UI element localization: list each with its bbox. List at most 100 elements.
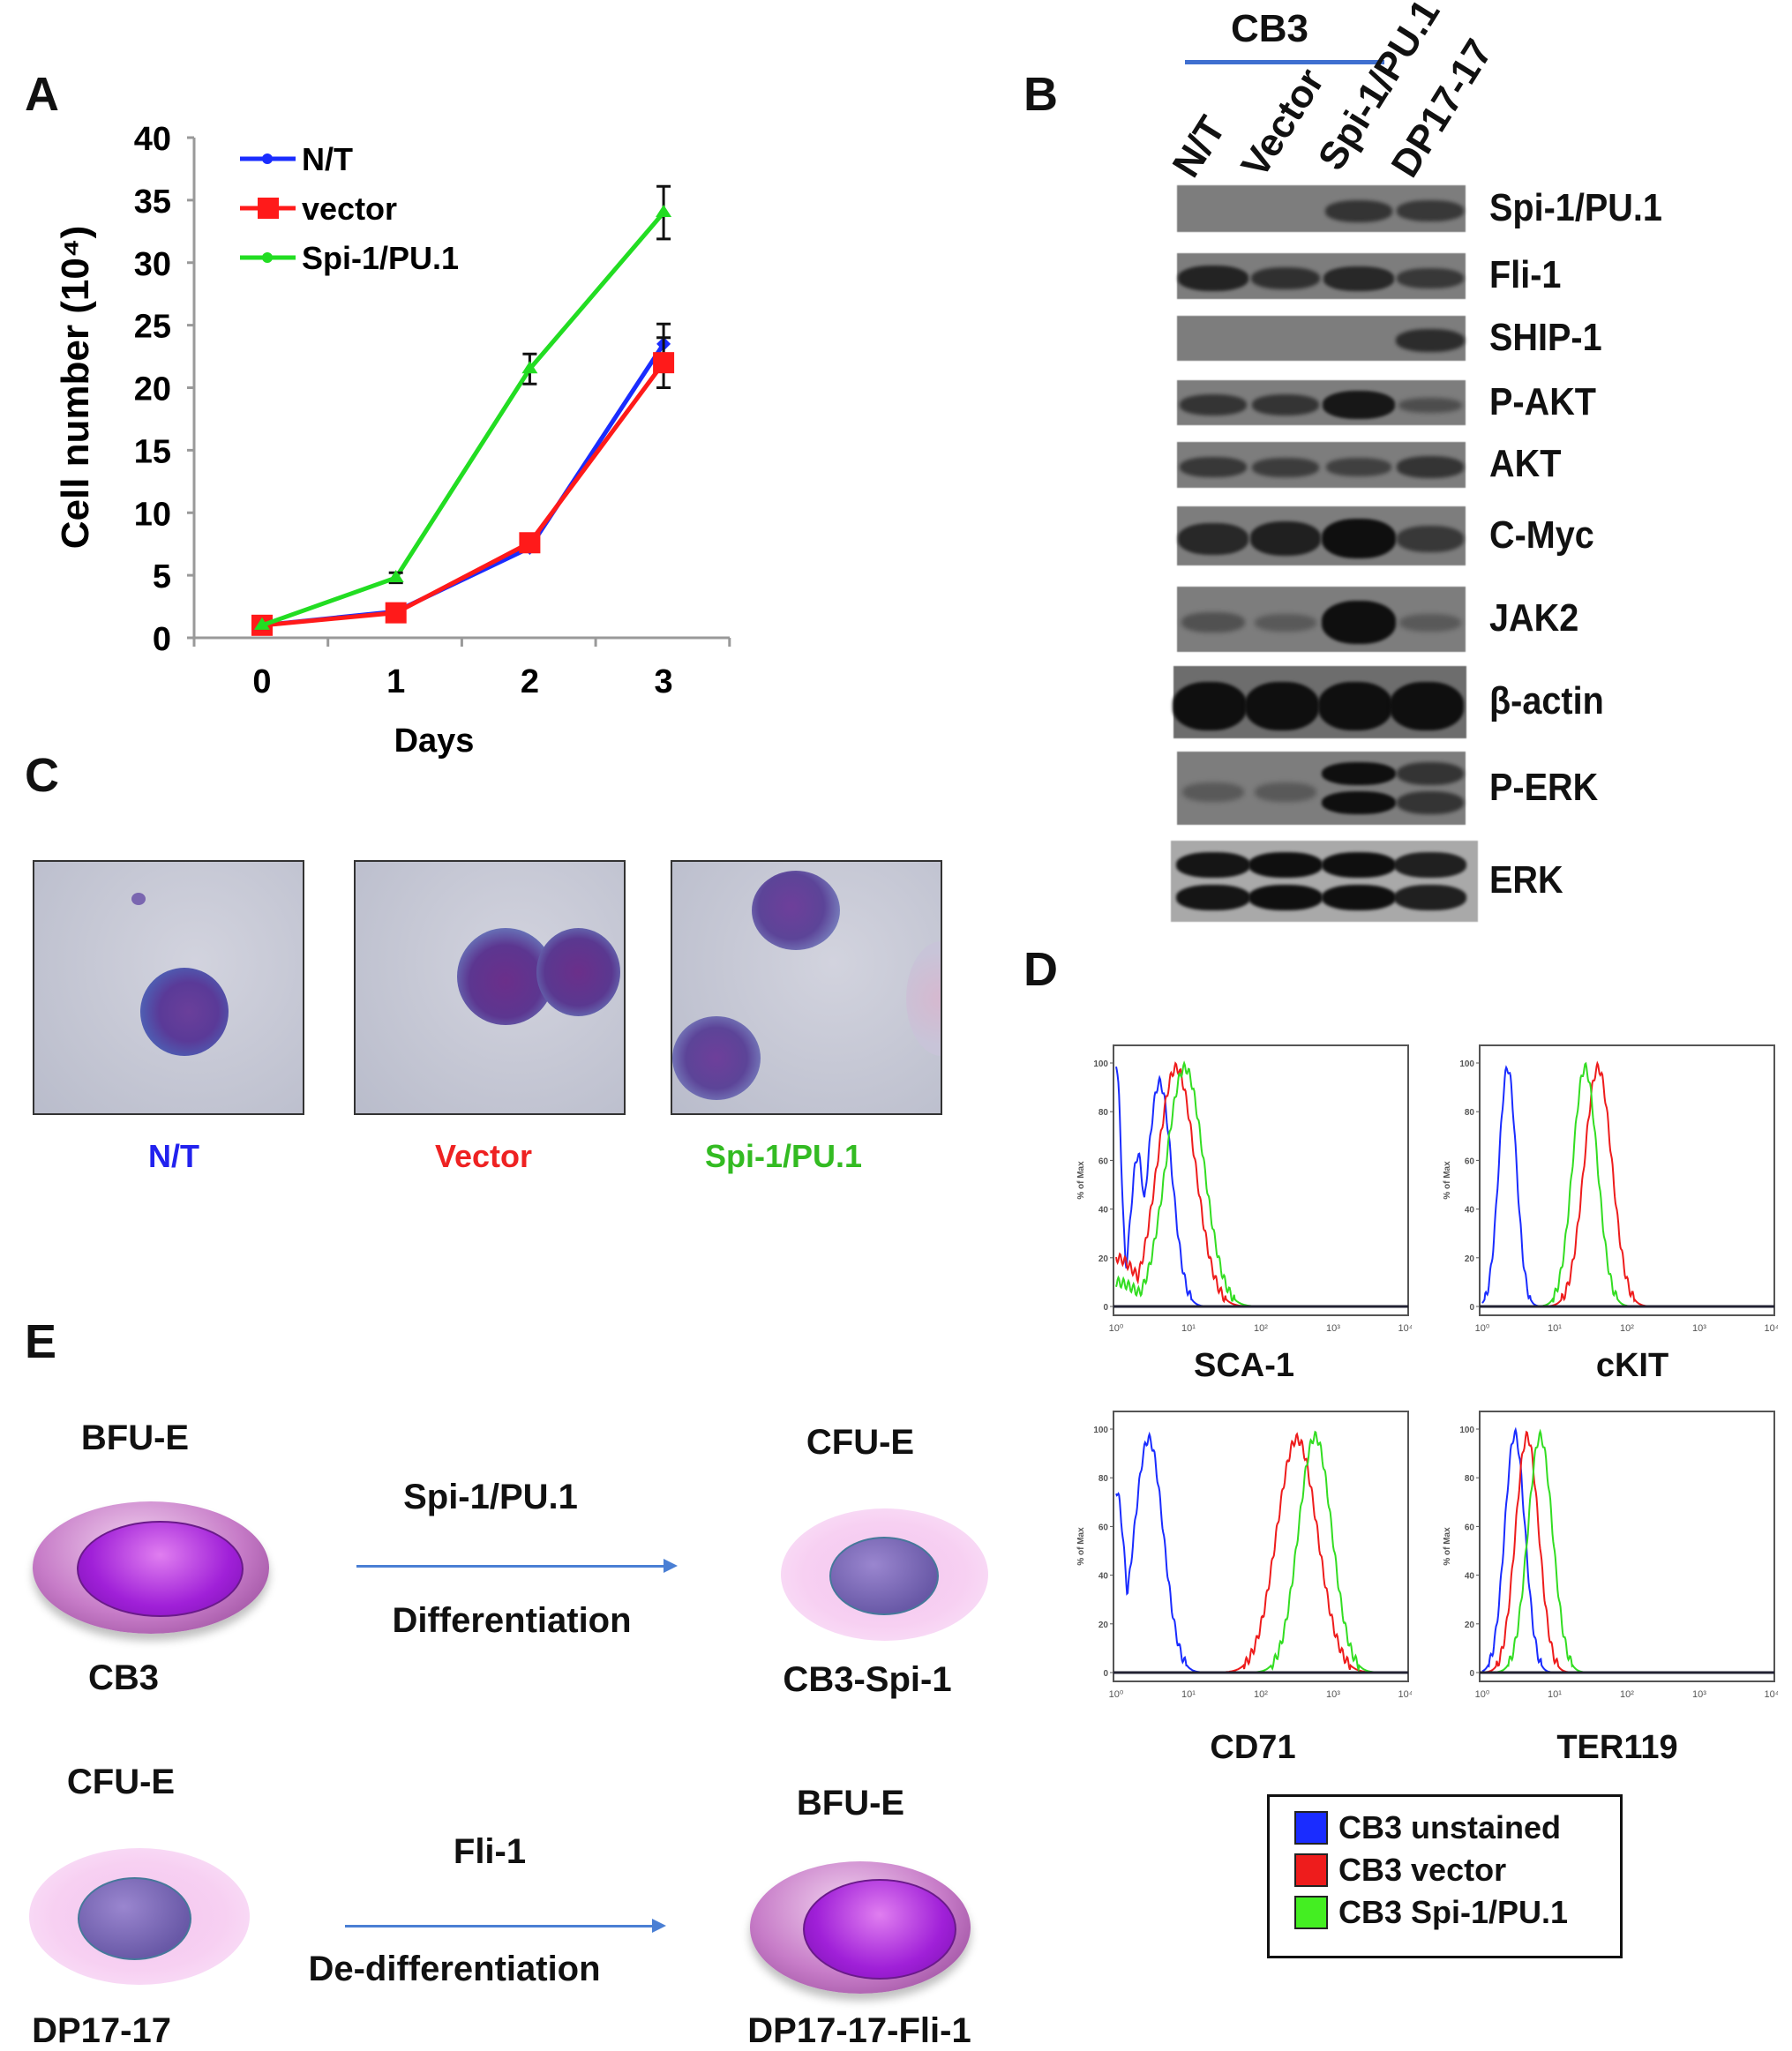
blot-band [1322,851,1396,879]
x-tick-label: 10¹ [1181,1689,1196,1700]
cell-line-label: DP17-17 [32,2011,171,2050]
x-tick-label: 10⁰ [1109,1689,1124,1700]
y-tick-label: 100 [1459,1426,1474,1435]
arrow-right-icon [356,1559,678,1573]
blot-band [1173,681,1247,730]
x-tick-label: 10¹ [1548,1689,1562,1700]
nucleus-icon [829,1537,939,1615]
panel-label-c: C [25,749,59,802]
blot-row [1177,752,1466,825]
blot-band [1397,200,1464,221]
y-tick-label: 10 [134,496,171,533]
blot-band [1176,851,1250,879]
blot-row [1177,253,1466,299]
blot-band [1245,681,1319,730]
y-tick-label: 20 [1465,1621,1475,1630]
x-tick-label: 10⁴ [1398,1323,1412,1334]
x-tick-label: 10³ [1326,1323,1340,1334]
blot-band [1249,521,1322,557]
erythrocyte [906,941,941,1056]
x-tick-label: 10⁰ [1475,1323,1490,1334]
micrograph-spi1 [671,860,942,1115]
y-tick-label: 0 [1103,1303,1108,1313]
y-tick-label: 15 [134,433,171,470]
blot-row-label: AKT [1489,442,1562,485]
nucleus-icon [803,1879,956,1980]
cell [140,968,229,1056]
cell [752,871,840,950]
y-tick-label: 40 [134,121,171,158]
x-tick-label: 10⁰ [1109,1323,1124,1334]
blot-band [1396,761,1465,786]
blot-row-label: P-ERK [1489,765,1599,809]
y-tick-label: 40 [1098,1206,1109,1216]
x-tick-label: 10¹ [1181,1323,1196,1334]
legend-marker [258,198,279,219]
blot-band [1322,600,1396,645]
series-line-N/T [261,342,666,628]
blot-row [1177,587,1466,652]
blot-row [1177,316,1466,361]
y-tick-label: 60 [1465,1156,1475,1166]
nucleus-icon [78,1877,191,1960]
micrograph-caption-nt: N/T [148,1138,199,1174]
blot-band [1318,681,1392,730]
blot-band [1180,457,1247,478]
cfu-e-cell-icon [781,1508,988,1641]
y-tick-label: 20 [134,371,171,408]
blot-band [1397,525,1464,552]
lane-label: N/T [1164,109,1234,185]
cell-line-label: CB3-Spi-1 [783,1660,952,1699]
data-point [254,617,270,630]
bfu-e-cell-icon [33,1501,269,1634]
legend-swatch [1294,1853,1328,1887]
blot-band [1248,851,1323,879]
legend-swatch [1294,1811,1328,1845]
y-tick-label: 80 [1465,1108,1475,1118]
blot-band [1251,394,1320,415]
y-tick-label: 60 [1465,1523,1475,1532]
y-axis-label: % of Max [1076,1161,1086,1200]
micrograph-caption-vector: Vector [434,1138,533,1174]
x-tick-label: 10² [1620,1323,1634,1334]
blot-row [1177,380,1466,425]
legend-label: Spi-1/PU.1 [302,240,459,276]
y-tick-label: 25 [134,309,171,346]
flow-histogram-ter119: 0 20 40 60 80 100 10⁰ 10¹ 10² 10³ 10⁴ % of Max [1443,1411,1778,1700]
y-axis-label: % of Max [1443,1161,1452,1200]
y-tick-label: 100 [1093,1426,1108,1435]
y-tick-label: 80 [1098,1108,1109,1118]
nucleus-icon [77,1521,244,1617]
y-tick-label: 0 [1103,1669,1108,1679]
cfu-e-cell-icon [29,1848,250,1985]
y-axis-label: % of Max [1443,1527,1452,1566]
blot-group-label: CB3 [1230,7,1309,50]
x-tick-label: 10³ [1692,1689,1706,1700]
x-tick-label: 10⁴ [1765,1323,1778,1334]
blot-band [1182,782,1244,802]
flow-marker-label: SCA-1 [1193,1347,1295,1384]
y-tick-label: 60 [1098,1156,1109,1166]
blot-band [1394,851,1466,879]
blot-band [1322,519,1396,559]
growth-curve-chart: 0 5 10 15 20 25 30 35 40 0 1 2 3 Days Cell number (10⁴… [54,121,731,760]
stage-label: CFU-E [806,1423,915,1462]
blot-band [1394,884,1466,911]
flow-histogram-cd71: 0 20 40 60 80 100 10⁰ 10¹ 10² 10³ 10⁴ % of Max [1076,1411,1412,1700]
legend-label: CB3 unstained [1338,1809,1562,1845]
y-tick-label: 0 [1469,1303,1474,1313]
y-tick-label: 60 [1098,1523,1109,1532]
y-tick-label: 20 [1098,1621,1109,1630]
panel-label-d: D [1023,943,1058,996]
micrograph-vector [354,860,626,1115]
x-tick-label: 0 [252,663,271,700]
legend-item-unstained: CB3 unstained [1294,1809,1561,1846]
blot-row-label: β-actin [1489,679,1604,722]
blot-band [1179,394,1248,415]
legend-label: N/T [302,141,353,177]
data-point [519,532,541,554]
blot-row-label: Spi-1/PU.1 [1489,185,1662,229]
data-point [521,361,538,374]
blot-band [1322,790,1396,815]
blot-band [1176,884,1250,911]
